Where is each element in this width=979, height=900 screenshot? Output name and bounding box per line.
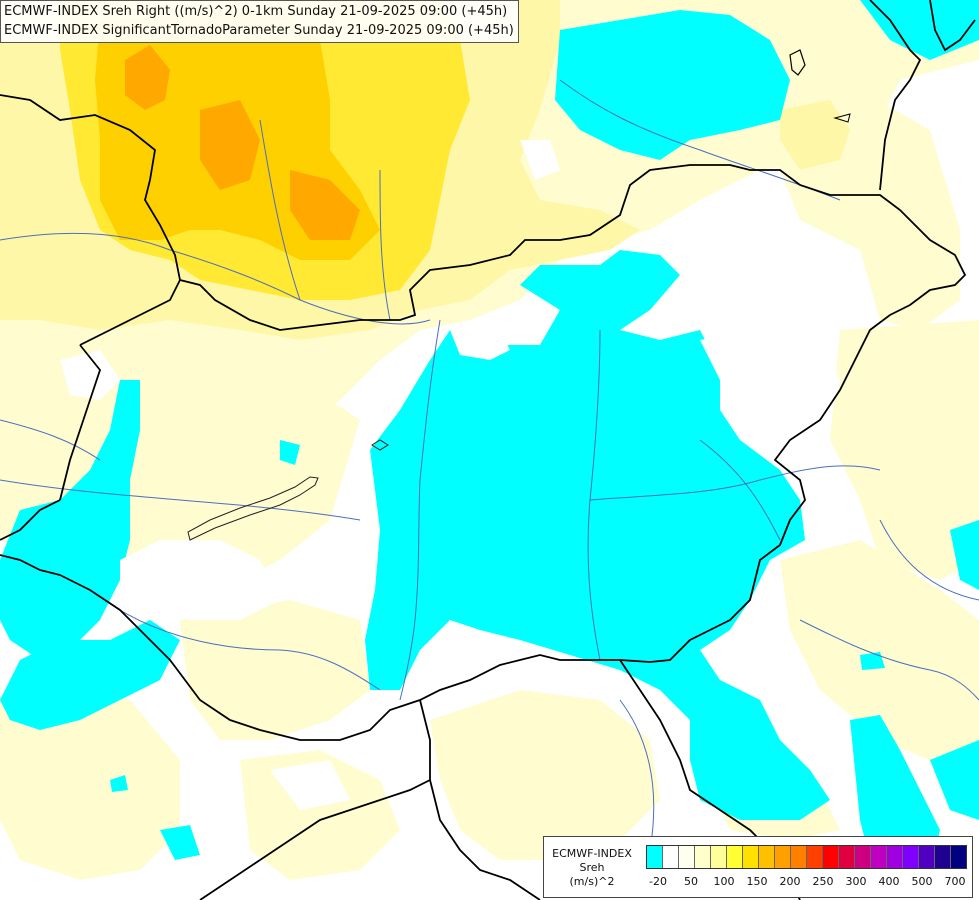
legend-tick-label: 300 [845,875,867,888]
legend-tick-label: 250 [812,875,834,888]
river-network [0,79,979,851]
legend-swatch [647,846,663,868]
legend-swatch [807,846,823,868]
legend-tick-label: 200 [779,875,801,888]
legend-tick-label: 400 [878,875,900,888]
legend-swatch [839,846,855,868]
legend-swatch [711,846,727,868]
color-legend: ECMWF-INDEX Sreh (m/s)^2 -20 50 100 150 200 2… [543,836,973,898]
legend-swatch [727,846,743,868]
legend-title: ECMWF-INDEX Sreh (m/s)^2 [548,847,636,889]
legend-tick-label: 150 [746,875,768,888]
legend-swatch [663,846,679,868]
legend-swatch [823,846,839,868]
sreh-field-peak [125,45,360,240]
legend-swatch [775,846,791,868]
legend-swatch [903,846,919,868]
island-outline [789,49,806,76]
legend-swatch [919,846,935,868]
legend-swatch [759,846,775,868]
island-outline-2 [833,113,851,123]
legend-swatch [743,846,759,868]
legend-title-line3: (m/s)^2 [569,875,615,888]
lake-small [371,439,389,451]
legend-swatch [871,846,887,868]
legend-swatch [791,846,807,868]
legend-tick-label: 50 [684,875,698,888]
legend-title-line1: ECMWF-INDEX [552,847,632,860]
legend-tick-label: -20 [649,875,667,888]
legend-swatch [935,846,951,868]
legend-tick-label: 700 [944,875,966,888]
map-title-line1: ECMWF-INDEX Sreh Right ((m/s)^2) 0-1km S… [4,4,508,19]
legend-tick-label: 500 [911,875,933,888]
legend-swatch [951,846,966,868]
legend-swatch [887,846,903,868]
lake-balaton [187,476,319,541]
legend-tick-label: 100 [713,875,735,888]
legend-swatch [695,846,711,868]
map-title-line2: ECMWF-INDEX SignificantTornadoParameter … [4,23,514,38]
legend-color-bar [646,845,967,869]
legend-swatch [679,846,695,868]
legend-title-line2: Sreh [579,861,605,874]
map-title-box: ECMWF-INDEX Sreh Right ((m/s)^2) 0-1km S… [0,0,519,43]
sreh-zero-areas [60,140,840,810]
legend-swatch [855,846,871,868]
